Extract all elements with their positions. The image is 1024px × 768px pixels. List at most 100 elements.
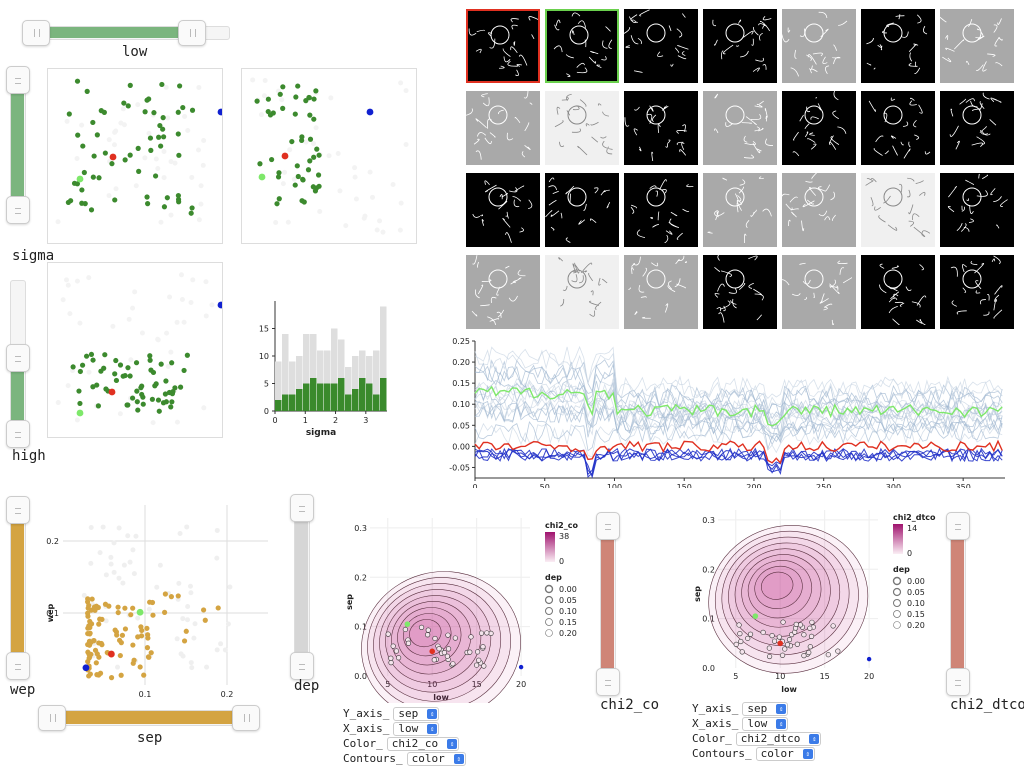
edge-thumbnail[interactable] bbox=[703, 9, 777, 83]
edge-thumbnail[interactable] bbox=[466, 9, 540, 83]
low-slider-min-handle[interactable] bbox=[22, 20, 50, 46]
y-axis-select[interactable]: sep ⇕ bbox=[742, 702, 789, 716]
edge-thumbnail[interactable] bbox=[940, 255, 1014, 329]
background-point bbox=[337, 188, 343, 194]
data-point bbox=[138, 385, 144, 391]
tick-label: 20 bbox=[864, 672, 874, 681]
data-point bbox=[94, 651, 100, 657]
series-line-lightgreen bbox=[474, 385, 1003, 427]
wep-slider-min-handle[interactable] bbox=[6, 652, 30, 680]
contours-select[interactable]: color ⇕ bbox=[755, 747, 815, 761]
background-point bbox=[303, 139, 309, 145]
highlight-point-red bbox=[109, 153, 117, 161]
data-point bbox=[159, 81, 165, 88]
high-slider-min-handle[interactable] bbox=[6, 420, 30, 448]
contours-select[interactable]: color ⇕ bbox=[406, 752, 466, 766]
edge-thumbnail[interactable] bbox=[703, 173, 777, 247]
background-point bbox=[55, 219, 61, 225]
dep-slider-max-handle[interactable] bbox=[290, 494, 314, 522]
tick-label: 10 bbox=[775, 672, 785, 681]
kde-plot-chi2-co[interactable]: 5 10 15 20 0.0 0.1 0.2 0.3 low sep chi2_co 38 0 dep 0.… bbox=[340, 508, 590, 720]
edge-thumbnail[interactable] bbox=[620, 9, 698, 83]
tick-label: 5 bbox=[733, 672, 738, 681]
edge-thumbnail[interactable] bbox=[781, 255, 856, 329]
y-axis-select[interactable]: sep ⇕ bbox=[393, 707, 440, 721]
edge-thumbnail[interactable] bbox=[937, 9, 1014, 83]
histogram-bar-all bbox=[373, 350, 380, 411]
edge-drawing bbox=[630, 179, 694, 245]
chi2-co-slider-min-handle[interactable] bbox=[596, 668, 620, 696]
data-point bbox=[310, 184, 316, 190]
edge-drawing bbox=[464, 88, 533, 160]
chi2-dtco-slider-min-handle[interactable] bbox=[946, 668, 970, 696]
tick-label: 0.3 bbox=[354, 524, 367, 533]
scatter-low-sigma[interactable] bbox=[47, 68, 225, 244]
edge-thumbnail[interactable] bbox=[545, 9, 619, 83]
edge-thumbnail[interactable] bbox=[861, 173, 935, 247]
sigma-slider-min-handle[interactable] bbox=[6, 196, 30, 224]
scatter-low-high[interactable] bbox=[47, 262, 225, 438]
edge-thumbnail[interactable] bbox=[703, 251, 777, 329]
edge-thumbnail[interactable] bbox=[545, 173, 619, 247]
edge-thumbnail[interactable] bbox=[703, 91, 777, 165]
edge-thumbnail[interactable] bbox=[861, 9, 935, 83]
edge-thumbnail[interactable] bbox=[464, 88, 540, 165]
figure-outline bbox=[883, 23, 903, 43]
x-axis-select[interactable]: low ⇕ bbox=[742, 717, 789, 731]
edge-thumbnail[interactable] bbox=[940, 173, 1014, 247]
wep-slider-max-handle[interactable] bbox=[6, 496, 30, 524]
histogram-bar-all bbox=[275, 361, 282, 411]
edge-thumbnail[interactable] bbox=[466, 255, 540, 329]
data-point bbox=[90, 174, 96, 180]
background-point bbox=[172, 160, 178, 166]
data-point bbox=[91, 153, 97, 159]
edge-lines bbox=[714, 251, 764, 323]
scatter-sep-wep[interactable]: 0.10.20.10.2sepwep bbox=[45, 500, 270, 711]
figure-outline bbox=[804, 105, 824, 125]
edge-thumbnail[interactable] bbox=[781, 9, 856, 83]
scatter-high-sigma[interactable] bbox=[241, 68, 417, 244]
data-point bbox=[158, 143, 164, 149]
background-point bbox=[185, 617, 191, 623]
edge-thumbnail[interactable] bbox=[861, 91, 935, 165]
edge-thumbnail[interactable] bbox=[940, 91, 1014, 165]
edge-thumbnail[interactable] bbox=[624, 91, 698, 165]
background-point bbox=[273, 219, 279, 225]
edge-thumbnail[interactable] bbox=[861, 255, 935, 329]
edge-thumbnail[interactable] bbox=[624, 255, 698, 329]
color-select[interactable]: chi2_dtco ⇕ bbox=[735, 732, 822, 746]
sigma-slider-max-handle[interactable] bbox=[6, 66, 30, 94]
high-slider-max-handle[interactable] bbox=[6, 344, 30, 372]
sep-slider-max-handle[interactable] bbox=[232, 705, 260, 731]
edge-thumbnail[interactable] bbox=[781, 169, 856, 247]
color-select[interactable]: chi2_co ⇕ bbox=[386, 737, 460, 751]
chi2-co-slider-max-handle[interactable] bbox=[596, 512, 620, 540]
background-point bbox=[132, 289, 138, 295]
highlight-point-blue bbox=[866, 656, 872, 662]
contours-label: Contours_ bbox=[343, 752, 403, 765]
edge-thumbnail[interactable] bbox=[545, 255, 619, 329]
data-point bbox=[488, 630, 494, 636]
edge-thumbnail[interactable] bbox=[545, 91, 619, 165]
chi2-dtco-slider-max-handle[interactable] bbox=[946, 512, 970, 540]
color-select-row-1: Color_ chi2_co ⇕ bbox=[343, 737, 460, 751]
edge-thumbnail[interactable] bbox=[624, 173, 698, 247]
data-point bbox=[393, 648, 400, 654]
low-slider-max-handle[interactable] bbox=[178, 20, 206, 46]
background-point bbox=[168, 159, 174, 165]
background-point bbox=[317, 209, 323, 215]
x-axis-select[interactable]: low ⇕ bbox=[393, 722, 440, 736]
kde-plot-chi2-dtco[interactable]: 5 10 15 20 0.0 0.1 0.2 0.3 low sep chi2_dtco 14 0 dep… bbox=[688, 500, 943, 700]
edge-drawing bbox=[714, 93, 774, 159]
background-point bbox=[189, 665, 195, 671]
sep-slider-min-handle[interactable] bbox=[38, 705, 66, 731]
figure-outline bbox=[725, 269, 745, 289]
sigma-histogram[interactable]: 0 5 10 15 0 1 2 3 sigma bbox=[240, 285, 400, 440]
timeseries-chart[interactable]: 0.25 0.20 0.15 0.10 0.05 0.00 -0.05 0 50 100 150 20… bbox=[440, 333, 1010, 492]
data-point bbox=[175, 593, 181, 599]
dep-slider-min-handle[interactable] bbox=[290, 652, 314, 680]
edge-thumbnail[interactable] bbox=[466, 173, 540, 247]
edge-thumbnail[interactable] bbox=[782, 90, 856, 165]
image-grid[interactable] bbox=[464, 9, 1018, 329]
highlight-point-red bbox=[777, 640, 784, 647]
